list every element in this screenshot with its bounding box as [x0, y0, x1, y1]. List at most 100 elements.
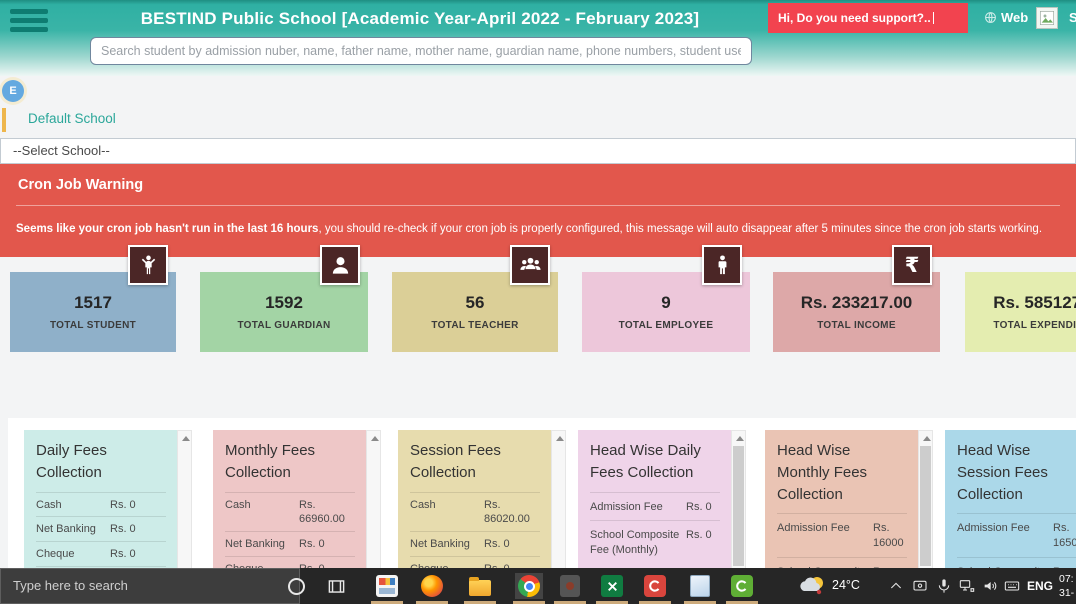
stat-label: TOTAL EXPENDITURE: [993, 320, 1076, 331]
stat-card-total-student[interactable]: 1517 TOTAL STUDENT: [10, 245, 176, 352]
stat-label: TOTAL TEACHER: [431, 320, 519, 331]
profile-image-broken-icon[interactable]: [1036, 7, 1058, 29]
accent-bar: [2, 108, 6, 132]
excel-icon[interactable]: [596, 573, 628, 604]
web-toggle[interactable]: Web: [984, 10, 1028, 25]
stat-value: 9: [661, 293, 671, 312]
scroll-up-icon[interactable]: [735, 436, 744, 441]
warning-message: Seems like your cron job hasn't run in t…: [16, 223, 1043, 235]
fee-row: Admission Fee Rs. 16000: [777, 513, 907, 557]
scrollbar[interactable]: [551, 430, 566, 590]
fee-row: Net Banking Rs. 0: [36, 516, 166, 541]
file-explorer-icon[interactable]: [464, 573, 496, 604]
fee-row: Admission Fee Rs. 0: [590, 491, 720, 521]
scroll-thumb[interactable]: [920, 446, 931, 566]
recorder-app-icon[interactable]: [554, 573, 586, 604]
language-indicator[interactable]: ENG: [1027, 579, 1054, 593]
stat-card-total-income[interactable]: ₹ Rs. 233217.00 TOTAL INCOME: [773, 245, 940, 352]
tray-speaker-icon[interactable]: [982, 578, 998, 599]
weather-widget[interactable]: 24°C: [800, 574, 860, 596]
scroll-up-icon[interactable]: [555, 436, 564, 441]
camtasia-green-icon[interactable]: [726, 573, 758, 604]
session-fees-card: Session Fees Collection Cash Rs. 86020.00…: [398, 430, 566, 590]
head-wise-session-fees-card: Head Wise Session Fees Collection Admiss…: [945, 430, 1076, 590]
temperature-label: 24°C: [832, 578, 860, 592]
stat-label: TOTAL GUARDIAN: [237, 320, 331, 331]
rupee-icon: ₹: [892, 245, 932, 285]
stat-card-total-employee[interactable]: 9 TOTAL EMPLOYEE: [582, 245, 750, 352]
student-search-input[interactable]: [90, 37, 752, 65]
media-app-icon[interactable]: [371, 573, 403, 604]
monthly-fees-card: Monthly Fees Collection Cash Rs. 66960.00…: [213, 430, 381, 590]
page-title: BESTIND Public School [Academic Year-Apr…: [140, 9, 700, 28]
windows-taskbar: Type here to search 24°C: [0, 568, 1076, 604]
scroll-up-icon[interactable]: [181, 436, 190, 441]
scrollbar[interactable]: [366, 430, 381, 590]
tray-network-icon[interactable]: [959, 578, 975, 599]
task-view-icon[interactable]: [322, 573, 350, 599]
fee-row: Net Banking Rs. 0: [225, 531, 355, 556]
chrome-icon[interactable]: [513, 573, 545, 604]
card-title: Monthly Fees Collection: [225, 442, 316, 481]
school-select[interactable]: --Select School--: [0, 138, 1076, 164]
firefox-icon[interactable]: [416, 573, 448, 604]
support-text: Hi, Do you need support?..: [778, 11, 931, 25]
school-select-value: --Select School--: [13, 143, 110, 158]
card-title: Head Wise Monthly Fees Collection: [777, 442, 868, 503]
tray-microphone-icon[interactable]: [936, 578, 952, 599]
default-school-label: Default School: [28, 111, 116, 126]
taskbar-search-input[interactable]: Type here to search: [0, 568, 300, 604]
globe-icon: [985, 12, 996, 23]
text-cursor: [932, 12, 934, 24]
card-title: Daily Fees Collection: [36, 442, 107, 481]
teacher-group-icon: [510, 245, 550, 285]
menu-icon[interactable]: [10, 9, 48, 35]
clock-date: 31-: [1059, 586, 1075, 599]
employee-icon: [702, 245, 742, 285]
fee-row: School Composite Fee (Monthly) Rs. 0: [590, 520, 720, 564]
tray-caret-icon[interactable]: [888, 578, 904, 599]
scroll-up-icon[interactable]: [370, 436, 379, 441]
scroll-thumb[interactable]: [733, 446, 744, 566]
card-title: Head Wise Session Fees Collection: [957, 442, 1048, 503]
stat-label: TOTAL EMPLOYEE: [618, 320, 714, 331]
guardian-icon: [320, 245, 360, 285]
stat-card-total-guardian[interactable]: 1592 TOTAL GUARDIAN: [200, 245, 368, 352]
clock-time: 07:: [1059, 573, 1074, 585]
warning-title: Cron Job Warning: [18, 177, 144, 193]
app-header: BESTIND Public School [Academic Year-Apr…: [0, 0, 1076, 76]
stat-label: TOTAL INCOME: [817, 320, 896, 331]
fee-row: Cash Rs. 86020.00: [410, 491, 540, 532]
camtasia-red-icon[interactable]: [639, 573, 671, 604]
weather-cloud-icon: [800, 577, 823, 595]
cortana-icon[interactable]: [282, 573, 310, 599]
stat-value: 1517: [74, 293, 112, 312]
student-icon: [128, 245, 168, 285]
avatar[interactable]: E: [2, 80, 24, 102]
support-banner[interactable]: Hi, Do you need support?..: [768, 3, 968, 33]
scroll-up-icon[interactable]: [922, 436, 931, 441]
tray-keyboard-icon[interactable]: [1004, 578, 1020, 599]
head-wise-daily-fees-card: Head Wise Daily Fees Collection Admissio…: [578, 430, 746, 590]
fee-row: Cash Rs. 66960.00: [225, 491, 355, 532]
profile-name-cut: S: [1069, 10, 1076, 25]
card-title: Session Fees Collection: [410, 442, 501, 481]
stat-value: 56: [465, 293, 485, 312]
tray-screen-icon[interactable]: [912, 578, 928, 599]
stat-value: Rs. 233217.00: [800, 293, 913, 312]
notepad-app-icon[interactable]: [684, 573, 716, 604]
fee-row: Cash Rs. 0: [36, 491, 166, 517]
scrollbar[interactable]: [918, 430, 933, 590]
web-label: Web: [1001, 10, 1029, 25]
scrollbar[interactable]: [177, 430, 192, 590]
stat-value: Rs. 585127.00: [993, 293, 1076, 312]
stat-card-total-teacher[interactable]: 56 TOTAL TEACHER: [392, 245, 558, 352]
stat-card-total-expenditure[interactable]: Rs. 585127.00 TOTAL EXPENDITURE: [965, 272, 1076, 352]
taskbar-clock[interactable]: 07: 31-: [1059, 573, 1074, 600]
fee-row: Net Banking Rs. 0: [410, 531, 540, 556]
cron-warning-banner: Cron Job Warning Seems like your cron jo…: [0, 164, 1076, 257]
scrollbar[interactable]: [731, 430, 746, 590]
